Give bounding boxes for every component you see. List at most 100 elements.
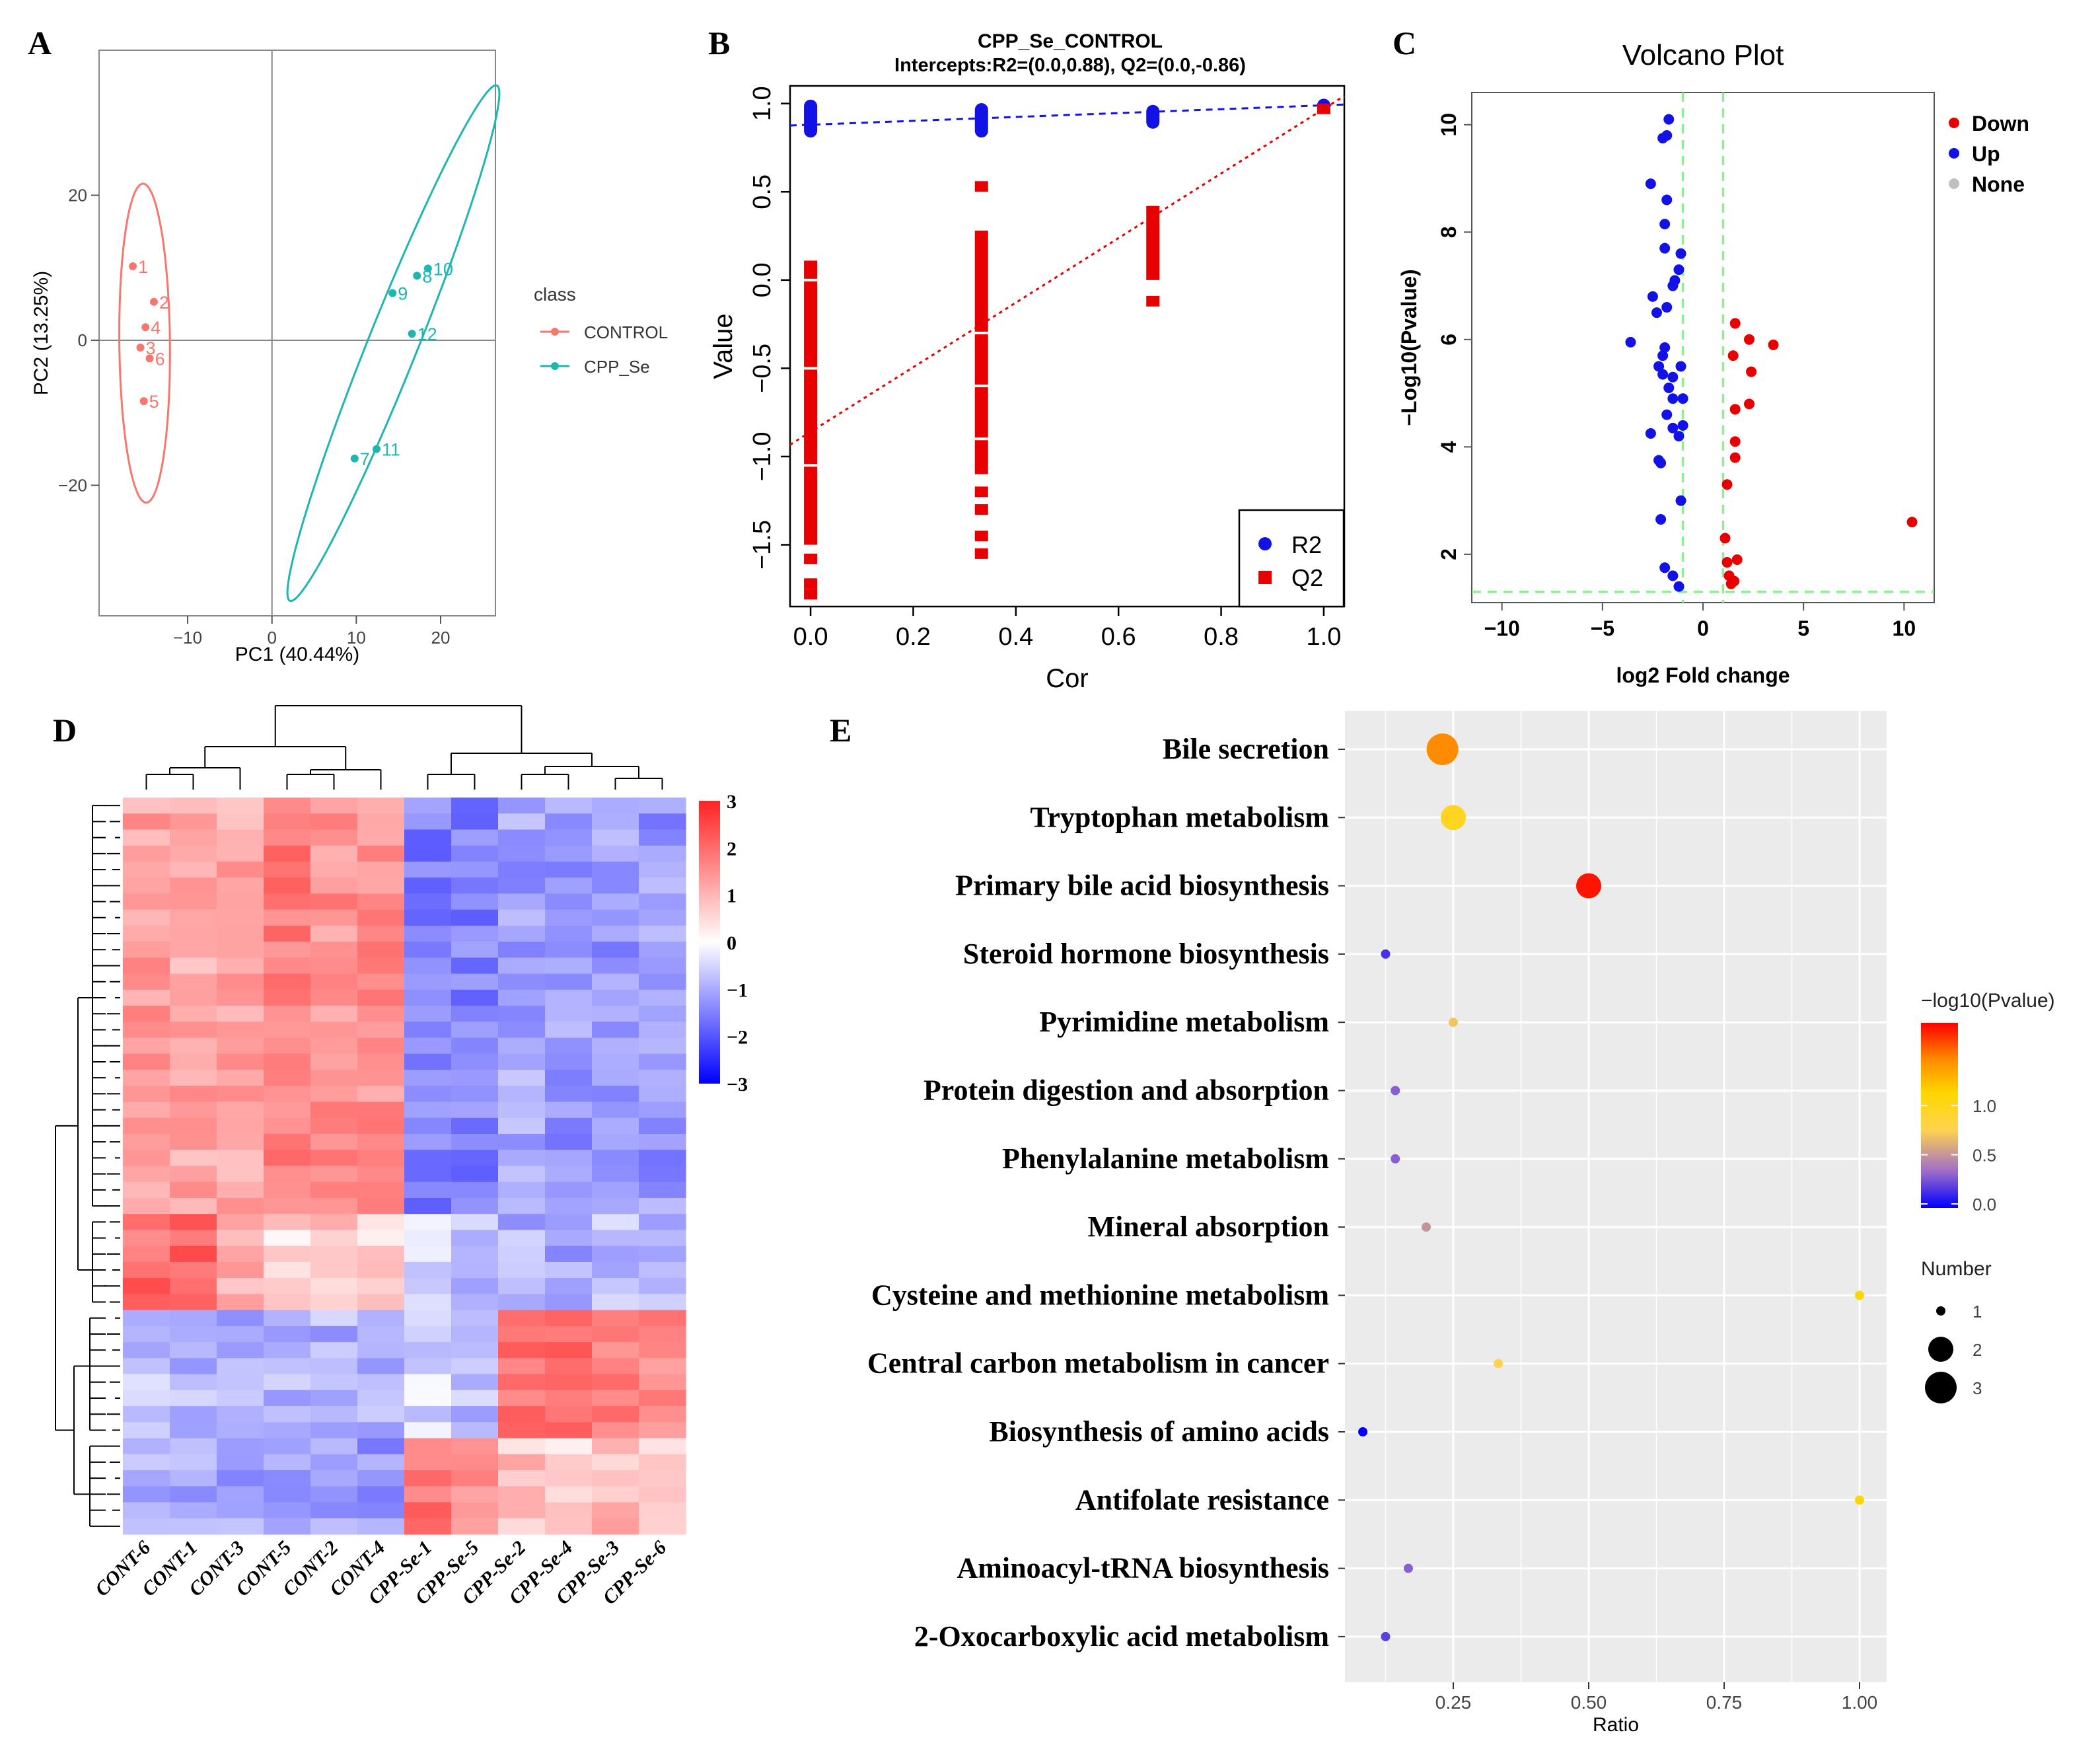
- enrichment-x-tick-label: 0.25: [1435, 1692, 1472, 1713]
- permutation-point-q2: [804, 578, 818, 589]
- volcano-point-down: [1729, 436, 1741, 447]
- heatmap-cell: [123, 1053, 170, 1070]
- heatmap-cell: [639, 1166, 686, 1183]
- heatmap-cell: [545, 1246, 593, 1263]
- heatmap-cell: [357, 942, 405, 958]
- heatmap-cell: [639, 1325, 686, 1343]
- heatmap-cell: [639, 1086, 686, 1103]
- volcano-point-down: [1720, 533, 1731, 544]
- volcano-x-tick-label: −5: [1591, 616, 1614, 640]
- heatmap-cell: [592, 1261, 639, 1279]
- heatmap-cell: [592, 813, 639, 831]
- enrichment-x-tick-label: 0.75: [1706, 1692, 1743, 1713]
- pca-x-tick-label: −10: [173, 628, 202, 648]
- heatmap-cell: [123, 1070, 170, 1086]
- heatmap-cell: [592, 1486, 639, 1503]
- volcano-legend-marker: [1949, 118, 1959, 128]
- heatmap-cell: [639, 1374, 686, 1391]
- heatmap-cell: [264, 877, 311, 895]
- volcano-legend-label: Down: [1972, 112, 2029, 135]
- permutation-point-stack-r2: [804, 99, 818, 138]
- heatmap-cell: [592, 1117, 639, 1135]
- heatmap-colorbar-label: 2: [727, 838, 737, 860]
- permutation-x-tick-label: 0.0: [793, 623, 828, 651]
- heatmap-cell: [498, 877, 546, 895]
- heatmap-cell: [310, 1214, 358, 1231]
- heatmap-cell: [170, 1166, 217, 1183]
- heatmap-cell: [545, 1422, 593, 1439]
- heatmap-cell: [170, 1294, 217, 1311]
- heatmap-cell: [170, 1246, 217, 1263]
- heatmap-cell: [357, 1246, 405, 1263]
- heatmap-cell: [451, 909, 499, 926]
- heatmap-cell: [264, 1117, 311, 1135]
- heatmap-cell: [264, 1422, 311, 1439]
- heatmap-cell: [264, 989, 311, 1006]
- volcano-x-tick-label: 0: [1697, 616, 1709, 640]
- enrichment-colorbar-label: 0.5: [1973, 1146, 1996, 1166]
- heatmap-cell: [123, 1454, 170, 1471]
- heatmap-cell: [123, 1470, 170, 1487]
- heatmap-cell: [310, 1358, 358, 1375]
- heatmap-cell: [592, 1438, 639, 1455]
- heatmap-cell: [264, 1070, 311, 1086]
- heatmap-cell: [357, 925, 405, 942]
- heatmap-cell: [217, 973, 264, 990]
- heatmap-cell: [310, 1294, 358, 1311]
- heatmap-cell: [545, 1406, 593, 1423]
- heatmap-cell: [404, 1486, 452, 1503]
- heatmap-cell: [545, 909, 593, 926]
- heatmap-cell: [217, 1086, 264, 1103]
- heatmap-cell: [123, 1325, 170, 1343]
- pca-point-label: 12: [417, 324, 437, 344]
- heatmap-cell: [451, 1358, 499, 1375]
- heatmap-cell: [404, 798, 452, 814]
- heatmap-cell: [451, 877, 499, 895]
- heatmap-cell: [170, 1197, 217, 1214]
- heatmap-cell: [592, 989, 639, 1006]
- heatmap-cell: [357, 989, 405, 1006]
- heatmap-cell: [264, 1134, 311, 1150]
- heatmap-cell: [310, 909, 358, 926]
- heatmap-cell: [310, 845, 358, 862]
- pca-x-axis-title: PC1 (40.44%): [235, 644, 359, 665]
- heatmap-cell: [123, 1006, 170, 1022]
- heatmap-cell: [451, 1181, 499, 1199]
- enrichment-pathway-label: Aminoacyl-tRNA biosynthesis: [957, 1552, 1330, 1584]
- heatmap-cell: [545, 829, 593, 846]
- volcano-point-up: [1677, 420, 1688, 431]
- heatmap-cell: [310, 1134, 358, 1150]
- heatmap-cell: [310, 1197, 358, 1214]
- heatmap-cell: [545, 877, 593, 895]
- heatmap-cell: [592, 1134, 639, 1150]
- heatmap-cell: [357, 1117, 405, 1135]
- heatmap-cell: [639, 1197, 686, 1214]
- heatmap-cell: [498, 957, 546, 975]
- enrichment-point: [1391, 1086, 1400, 1096]
- volcano-point-down: [1721, 479, 1733, 490]
- heatmap-cell: [592, 861, 639, 878]
- heatmap-cell: [264, 1325, 311, 1343]
- heatmap-cell: [170, 1037, 217, 1055]
- heatmap-cell: [639, 1486, 686, 1503]
- heatmap-cell: [357, 1358, 405, 1375]
- heatmap-cell: [217, 1342, 264, 1358]
- heatmap-cell: [357, 1006, 405, 1022]
- heatmap-cell: [498, 1261, 546, 1279]
- volcano-point-down: [1744, 334, 1755, 345]
- heatmap-cell: [310, 1070, 358, 1086]
- heatmap-cell: [123, 1374, 170, 1391]
- heatmap-cell: [498, 1101, 546, 1119]
- heatmap-cell: [545, 1390, 593, 1407]
- heatmap-cell: [404, 1086, 452, 1103]
- heatmap-cell: [592, 973, 639, 990]
- volcano-legend-label: Up: [1972, 142, 2000, 166]
- heatmap-cell: [404, 973, 452, 990]
- volcano-point-up: [1667, 371, 1679, 383]
- heatmap-cell: [170, 1261, 217, 1279]
- heatmap-cell: [404, 845, 452, 862]
- heatmap-cell: [404, 1278, 452, 1295]
- heatmap-cell: [592, 957, 639, 975]
- heatmap-cell: [592, 1278, 639, 1295]
- heatmap-cell: [592, 1166, 639, 1183]
